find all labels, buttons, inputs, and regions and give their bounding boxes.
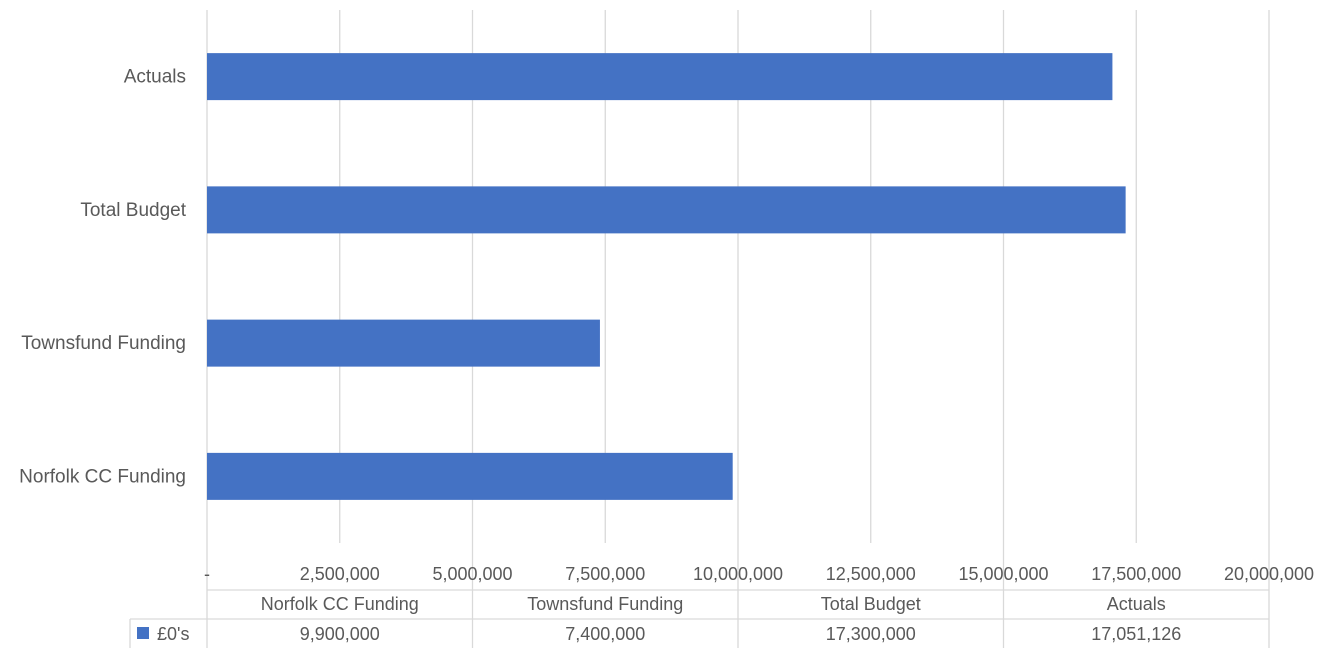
data-table: Norfolk CC Funding Townsfund Funding Total…: [129, 589, 1269, 648]
x-tick-label: 2,500,000: [300, 564, 380, 584]
bar: [207, 186, 1126, 234]
table-cell: 9,900,000: [300, 624, 380, 644]
bars: [207, 53, 1126, 500]
x-tick-label: 5,000,000: [432, 564, 512, 584]
x-tick-label: 10,000,000: [693, 564, 783, 584]
category-label: Norfolk CC Funding: [19, 466, 186, 487]
x-tick-label: 15,000,000: [958, 564, 1048, 584]
bar: [207, 452, 733, 500]
bar: [207, 53, 1113, 101]
x-tick-label: 12,500,000: [826, 564, 916, 584]
x-tick-label: 17,500,000: [1091, 564, 1181, 584]
table-header: Norfolk CC Funding: [261, 594, 419, 614]
bar: [207, 319, 600, 367]
table-header: Actuals: [1107, 594, 1166, 614]
legend-label: £0's: [157, 624, 189, 644]
table-header: Total Budget: [821, 594, 921, 614]
legend-swatch: [137, 627, 149, 639]
category-labels: Norfolk CC Funding Townsfund Funding Total…: [19, 67, 187, 488]
x-tick-label: 7,500,000: [565, 564, 645, 584]
x-tick-label: -: [204, 564, 210, 584]
table-header: Townsfund Funding: [527, 594, 683, 614]
table-cell: 17,051,126: [1091, 624, 1181, 644]
x-tick-label: 20,000,000: [1224, 564, 1314, 584]
category-label: Total Budget: [80, 200, 186, 221]
table-cell: 7,400,000: [565, 624, 645, 644]
category-label: Townsfund Funding: [21, 333, 186, 354]
category-label: Actuals: [124, 67, 186, 88]
x-tick-labels: - 2,500,000 5,000,000 7,500,000 10,000,000 12…: [204, 564, 1314, 584]
table-cell: 17,300,000: [826, 624, 916, 644]
